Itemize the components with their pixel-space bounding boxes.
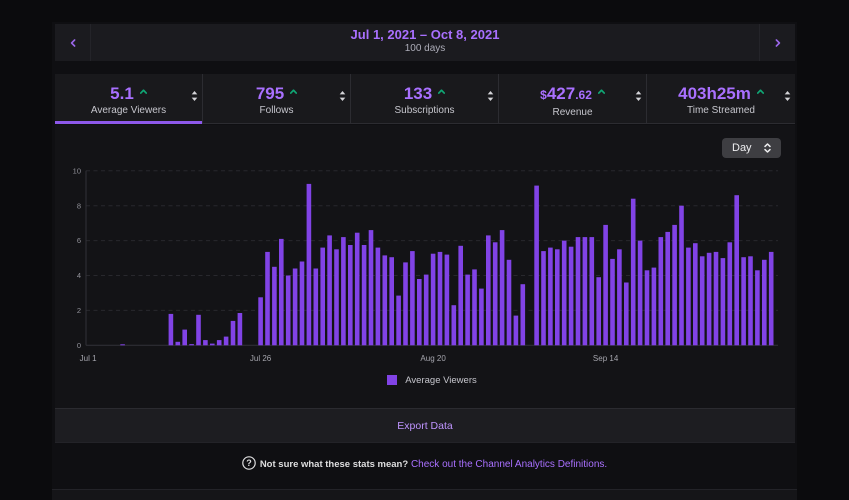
svg-text:?: ? bbox=[246, 458, 252, 468]
svg-text:0: 0 bbox=[77, 341, 81, 350]
svg-text:Aug 20: Aug 20 bbox=[420, 354, 446, 363]
svg-text:Jul 1: Jul 1 bbox=[80, 354, 97, 363]
svg-text:8: 8 bbox=[77, 201, 81, 210]
svg-text:Sep 14: Sep 14 bbox=[593, 354, 619, 363]
svg-text:4: 4 bbox=[77, 271, 81, 280]
svg-text:Jul 26: Jul 26 bbox=[250, 354, 272, 363]
svg-text:2: 2 bbox=[77, 306, 81, 315]
svg-text:6: 6 bbox=[77, 236, 81, 245]
svg-text:10: 10 bbox=[73, 166, 81, 175]
